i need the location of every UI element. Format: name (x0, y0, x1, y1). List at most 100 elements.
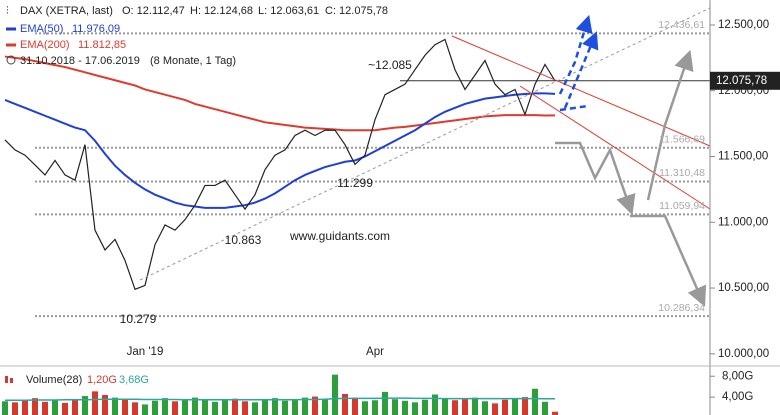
volume-bar (282, 400, 288, 415)
annotation: 10.863 (225, 233, 262, 247)
volume-bar (122, 399, 128, 415)
volume-bar (402, 400, 408, 415)
volume-bar (92, 391, 98, 415)
volume-icon (10, 378, 13, 383)
volume-bar (162, 398, 168, 415)
legend: ⫶ DAX (XETRA, last) O: 12.112,47 H: 12.1… (5, 5, 388, 386)
volume-bar (372, 400, 378, 415)
y-tick-label: 10.000,00 (718, 348, 769, 360)
y-tick-label: 11.000,00 (718, 216, 768, 228)
volume-bar (552, 411, 558, 415)
volume-bar (442, 398, 448, 415)
volume-bar (462, 399, 468, 415)
volume-bar (182, 399, 188, 415)
volume-bar (102, 395, 108, 415)
volume-bar (292, 399, 298, 415)
volume-bar (382, 391, 388, 415)
volume-bar (52, 400, 58, 415)
x-tick-label: Jan '19 (127, 346, 164, 358)
volume-bar (392, 399, 398, 415)
volume-bar (22, 399, 28, 415)
legend-label: EMA(50) (20, 23, 63, 35)
price-line (4, 38, 556, 291)
volume-bar (542, 401, 548, 415)
legend-label: EMA(200) (20, 39, 70, 51)
volume-bar (62, 402, 68, 415)
volume-bar (252, 402, 258, 415)
volume-bar (152, 400, 158, 415)
volume-bar (112, 397, 118, 415)
volume-bar (472, 397, 478, 415)
volume-bar (522, 397, 528, 415)
period: 31.10.2018 - 17.06.2019 (20, 55, 140, 67)
volume-average: 3,68G (119, 374, 149, 386)
ema-line (4, 92, 556, 209)
volume-bar (42, 401, 48, 415)
volume-bar (332, 374, 338, 415)
level-label: 11.566,69 (659, 134, 705, 146)
volume-bar (32, 398, 38, 415)
analysis-drawings (139, 7, 711, 307)
volume-bar (12, 402, 18, 415)
volume-bar (412, 402, 418, 415)
volume-bar (222, 400, 228, 415)
volume-tick-label: 8,00G (722, 370, 753, 382)
ohlc: C: 12.075,78 (325, 5, 388, 17)
legend-value: 11.812,85 (78, 39, 126, 51)
y-tick-label: 12.500,00 (718, 19, 769, 31)
volume-bar (482, 401, 488, 415)
volume-bar (502, 399, 508, 415)
volume-bar (262, 399, 268, 415)
volume-bar (342, 393, 348, 415)
y-tick-label: 11.500,00 (718, 151, 768, 163)
volume-bar (352, 397, 358, 415)
current-price-label: 12.075,78 (716, 75, 767, 87)
volume-icon (5, 376, 8, 383)
annotation: www.guidants.com (289, 229, 390, 243)
x-tick-label: Apr (366, 346, 384, 358)
volume-bar (272, 398, 278, 415)
volume-tick-label: 4,00G (722, 391, 753, 403)
volume-bar (192, 397, 198, 415)
volume-bar (432, 394, 438, 415)
volume-bar (422, 399, 428, 415)
ohlc: O: 12.112,47 (122, 5, 185, 17)
level-label: 11.059,94 (659, 200, 705, 212)
legend-title: DAX (XETRA, last) (20, 5, 113, 17)
annotation: ~12.085 (368, 58, 412, 72)
ohlc: L: 12.063,61 (258, 5, 319, 17)
volume-bar (532, 388, 538, 415)
ohlc: H: 12.124,68 (190, 5, 253, 17)
volume-bar (302, 397, 308, 415)
volume-bar (132, 402, 138, 415)
volume-bar (492, 403, 498, 415)
ema-line (4, 55, 556, 132)
current-price-box (710, 71, 780, 90)
volume-bar (172, 401, 178, 415)
annotation: 11.299 (337, 176, 373, 190)
volume-bar (242, 401, 248, 415)
level-label: 12.436,61 (658, 19, 705, 31)
annotation: 10.279 (120, 312, 157, 326)
volume-bar (72, 399, 78, 415)
volume-bar (512, 398, 518, 415)
volume-label: Volume(28) (26, 374, 82, 386)
volume-bar (2, 401, 8, 415)
volume-bar (322, 398, 328, 415)
span: (8 Monate, 1 Tag) (150, 55, 236, 67)
volume-bar (202, 399, 208, 415)
volume-bar (362, 401, 368, 415)
volume-bar (452, 400, 458, 415)
volume-bar (312, 396, 318, 415)
volume-bar (232, 398, 238, 415)
legend-value: 11.976,09 (72, 23, 120, 35)
volume-average (5, 397, 555, 401)
volume-bar (142, 404, 148, 415)
y-tick-label: 10.500,00 (718, 282, 769, 294)
level-label: 11.310,48 (659, 167, 705, 179)
level-label: 10.286,34 (658, 302, 705, 314)
icon: ⫶ (6, 5, 9, 17)
clock-icon (6, 55, 16, 65)
volume-last: 1,20G (87, 374, 117, 386)
